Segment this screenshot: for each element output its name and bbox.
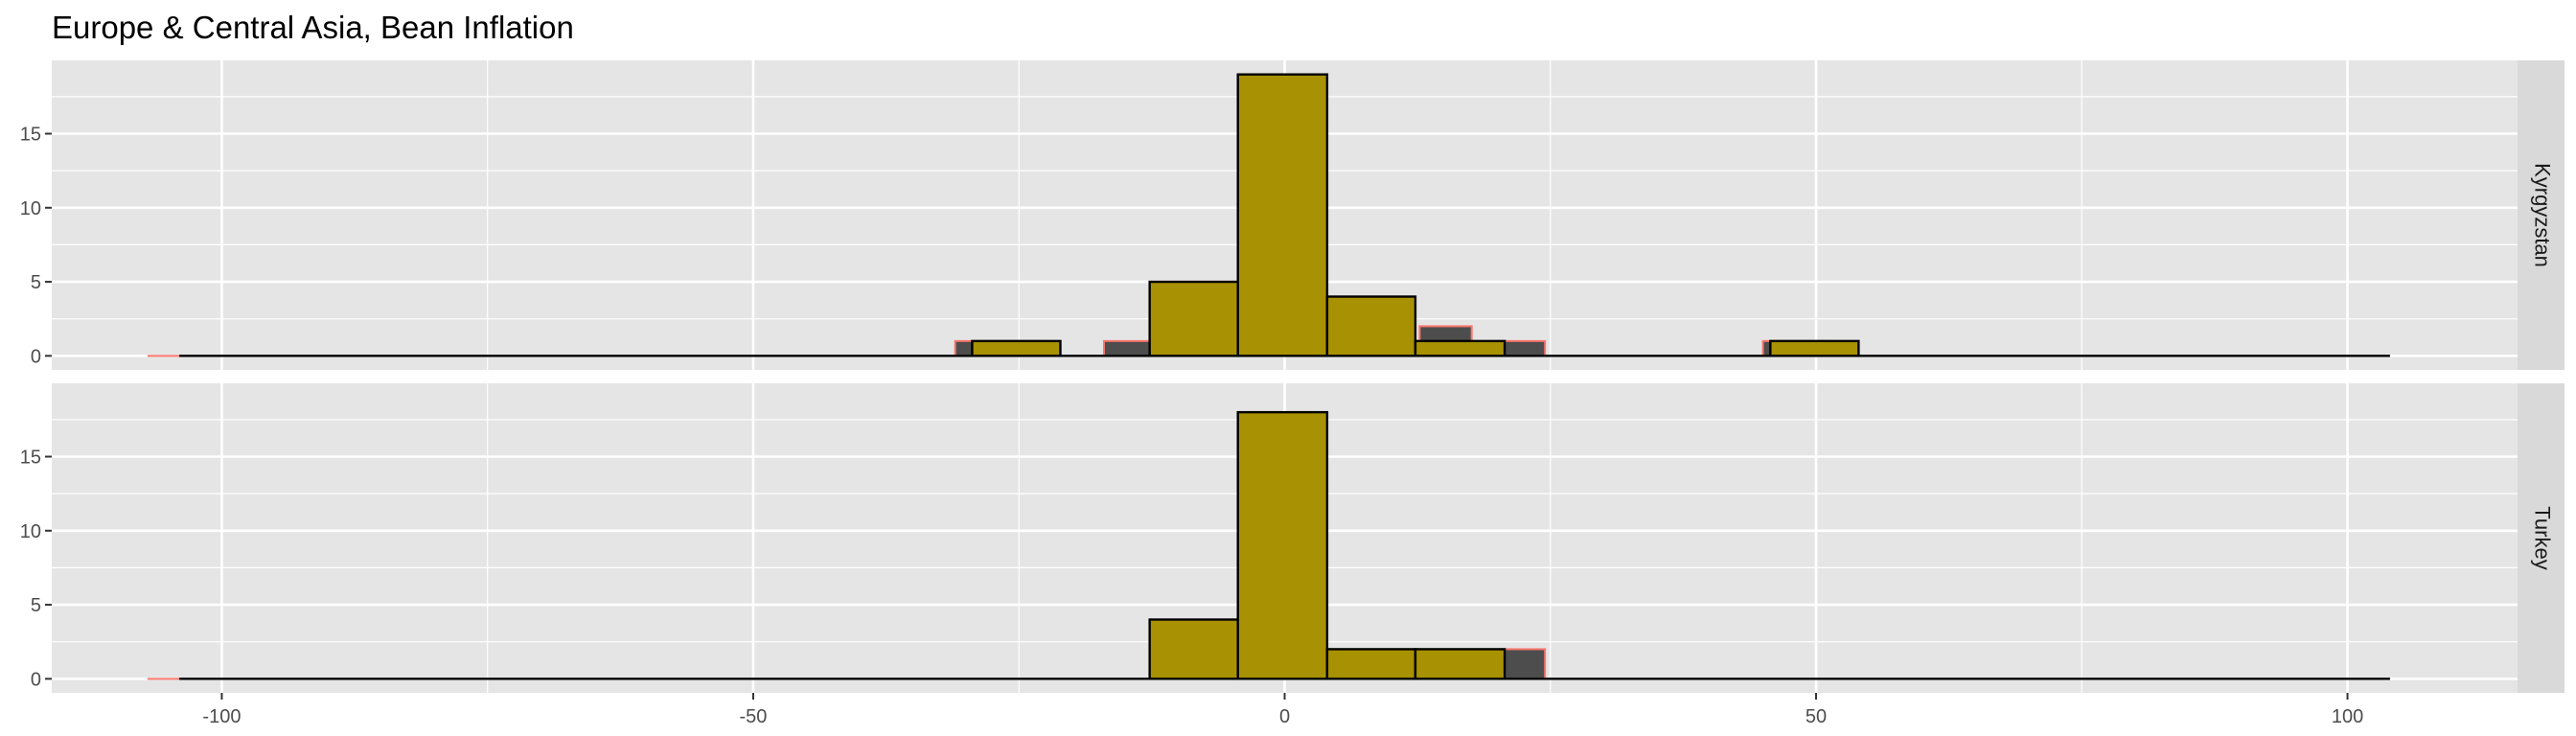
x-tick-label: -50 [740,706,768,727]
chart-title: Europe & Central Asia, Bean Inflation [52,10,574,45]
plot-area: 0 5 10 15 Kyrgyzstan 0 5 10 15 Turkey -100 -50 0 50 10… [20,60,2564,727]
y-tick-label: 0 [31,346,41,367]
facet-strip-label: Turkey [2531,506,2555,569]
x-tick-label: 0 [1279,706,1290,727]
y-tick-label: 5 [31,272,41,293]
overlay-bar [1504,648,1547,680]
histogram-bar [1148,280,1239,357]
y-tick-label: 10 [20,521,41,542]
facet-strip [2518,60,2564,370]
histogram-bar [1236,73,1329,357]
y-tick-label: 15 [20,125,41,146]
facet-strip [2518,383,2564,693]
histogram-bar [1414,648,1506,680]
facet-strip-label: Kyrgyzstan [2531,163,2555,267]
histogram-bar [1236,410,1329,680]
y-tick-label: 15 [20,448,41,469]
y-tick-label: 0 [31,669,41,690]
histogram-bar [971,339,1062,357]
y-tick-label: 10 [20,198,41,219]
histogram-bar [1325,295,1417,357]
histogram-bar [1769,339,1860,357]
facet-panel-kyrgyzstan: 0 5 10 15 Kyrgyzstan [20,60,2564,370]
x-tick-label: -100 [202,706,241,727]
facet-panel-turkey: 0 5 10 15 Turkey [20,383,2564,693]
x-tick-label: 50 [1806,706,1827,727]
histogram-bar [1414,339,1506,357]
y-tick-label: 5 [31,595,41,616]
histogram-bar [1148,618,1239,680]
x-tick-label: 100 [2332,706,2363,727]
overlay-bar [1504,339,1547,357]
histogram-bar [1325,648,1417,680]
